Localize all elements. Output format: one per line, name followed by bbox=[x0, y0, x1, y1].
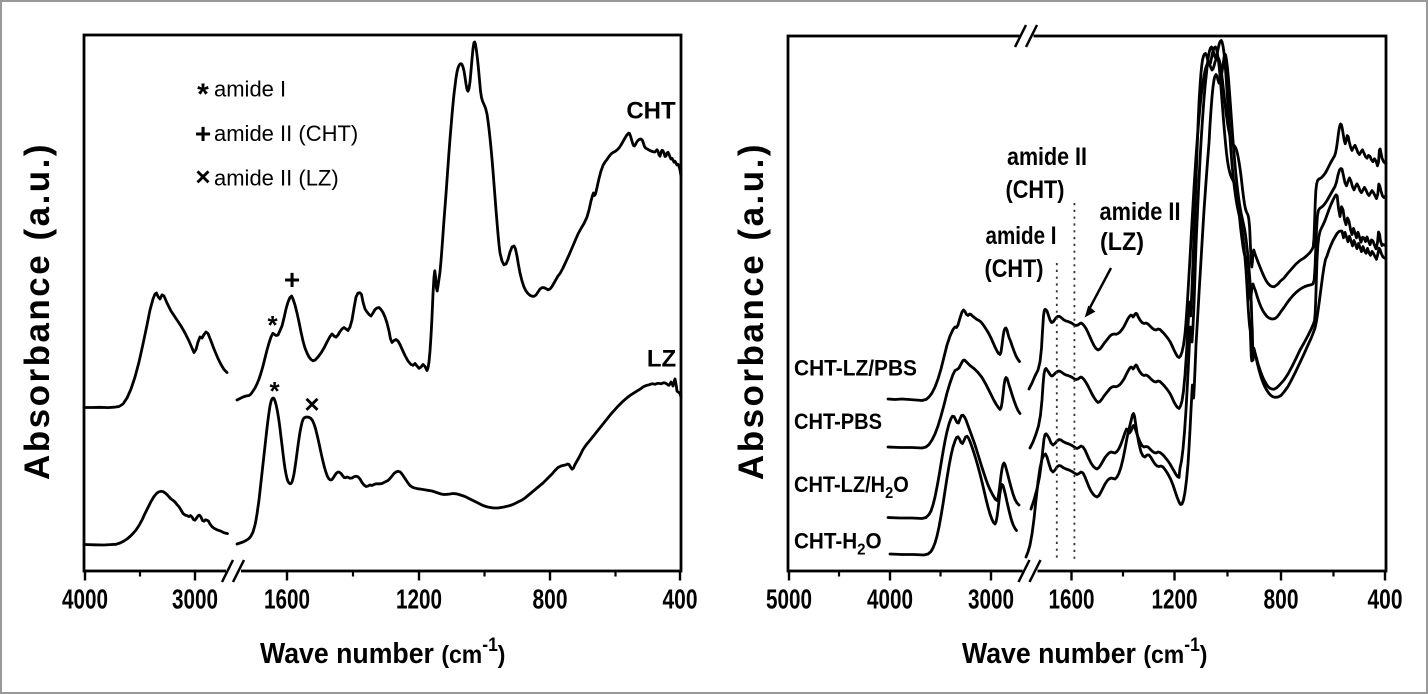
svg-text:(CHT): (CHT) bbox=[1006, 176, 1065, 204]
svg-text:CHT-LZ/PBS: CHT-LZ/PBS bbox=[794, 356, 917, 381]
svg-text:1200: 1200 bbox=[396, 584, 442, 615]
svg-text:400: 400 bbox=[663, 584, 698, 615]
svg-text:LZ: LZ bbox=[647, 346, 676, 373]
svg-text:1600: 1600 bbox=[1049, 584, 1095, 615]
svg-text:400: 400 bbox=[1368, 584, 1403, 615]
svg-text:amide II: amide II bbox=[1007, 143, 1087, 171]
svg-text:×: × bbox=[195, 162, 210, 192]
svg-text:amide I: amide I bbox=[214, 77, 286, 102]
svg-text:amide I: amide I bbox=[986, 222, 1057, 250]
svg-text:4000: 4000 bbox=[867, 584, 913, 615]
svg-text:(CHT): (CHT) bbox=[985, 255, 1044, 283]
svg-text:(LZ): (LZ) bbox=[1100, 228, 1144, 256]
svg-text:5000: 5000 bbox=[766, 584, 812, 615]
svg-text:amide II: amide II bbox=[1100, 198, 1181, 226]
svg-text:amide II (LZ): amide II (LZ) bbox=[214, 166, 339, 191]
svg-text:Absorbance (a.u.): Absorbance (a.u.) bbox=[18, 142, 57, 480]
svg-text:*: * bbox=[267, 310, 278, 340]
svg-text:3000: 3000 bbox=[172, 584, 218, 615]
svg-text:1200: 1200 bbox=[1152, 584, 1198, 615]
svg-text:4000: 4000 bbox=[62, 584, 108, 615]
svg-text:800: 800 bbox=[1264, 584, 1299, 615]
svg-text:800: 800 bbox=[533, 584, 568, 615]
svg-text:CHT-PBS: CHT-PBS bbox=[794, 409, 882, 434]
svg-text:+: + bbox=[284, 264, 300, 295]
svg-text:1600: 1600 bbox=[264, 584, 310, 615]
svg-text:+: + bbox=[195, 118, 211, 149]
svg-text:Wave number (cm-1): Wave number (cm-1) bbox=[260, 633, 505, 669]
svg-text:CHT: CHT bbox=[626, 98, 676, 125]
svg-text:Absorbance (a.u.): Absorbance (a.u.) bbox=[732, 142, 771, 480]
svg-text:amide II (CHT): amide II (CHT) bbox=[214, 121, 358, 146]
svg-text:×: × bbox=[304, 389, 319, 419]
svg-text:*: * bbox=[197, 78, 209, 111]
svg-text:*: * bbox=[269, 376, 280, 406]
svg-text:3000: 3000 bbox=[968, 584, 1014, 615]
